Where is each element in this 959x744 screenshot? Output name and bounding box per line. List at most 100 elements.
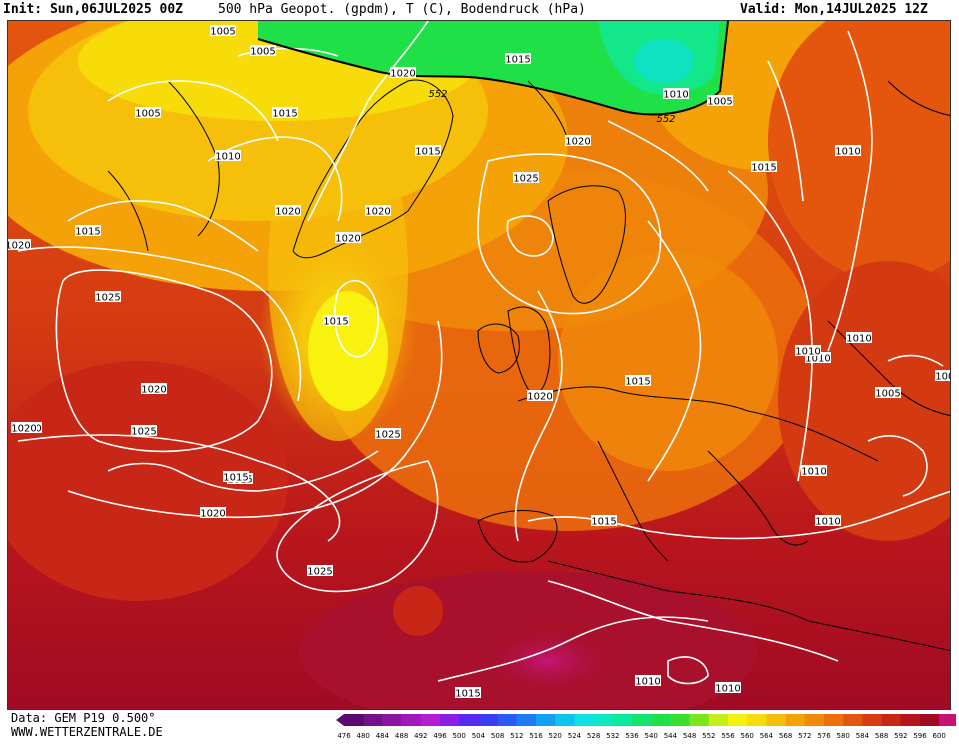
isobar-label: 1020 [527,390,553,403]
colorbar-swatch [420,714,441,726]
colorbar-tick-label: 536 [625,732,639,740]
colorbar-tick-label: 492 [414,732,427,740]
colorbar-tick-label: 600 [933,732,946,740]
isobar-label-text: 1020 [365,207,390,218]
isobar-label-text: 1010 [835,147,860,158]
colorbar-tick-label: 488 [395,732,408,740]
map-canvas: 1005 1005 1005 1010 1015 1020 1015 1015 1020 1010… [8,21,951,709]
isobar-label: 1010 [801,465,827,478]
isobar-label: 1015 [223,471,249,484]
isobar-label: 1005 [210,25,236,38]
isobar-label: 1020 [365,205,391,218]
isobar-label-text: 1010 [805,354,830,365]
isobar-label-text: 1020 [527,392,552,403]
colorbar-tick-label: 576 [817,732,831,740]
isobar-label-text: 1010 [801,467,826,478]
colorbar-tick-label: 584 [856,732,870,740]
map-footer: Data: GEM P19 0.500° WWW.WETTERZENTRALE.… [0,710,959,741]
colorbar-tick-label: 556 [721,732,735,740]
isobar-label: 1015 [751,161,777,174]
colorbar-swatch [843,714,863,726]
isobar-label-text: 1015 [323,317,348,328]
colorbar-tick-label: 552 [702,732,715,740]
isobar-label-layer: 1005 1005 1005 1010 1015 1020 1015 1015 1020 1010… [8,25,951,700]
isobar-label: 1015 [75,225,101,238]
isobar-label: 1020 [335,232,361,245]
colorbar-swatch [612,714,633,726]
colorbar-swatch [728,714,748,726]
colorbar-swatch [689,714,710,726]
colorbar-swatch [747,714,767,726]
map-header: Init: Sun,06JUL2025 00Z 500 hPa Geopot. … [0,0,959,20]
colorbar-tick-label: 548 [683,732,696,740]
colorbar-tick-label: 496 [433,732,447,740]
isobar-label-text: 1010 [715,684,740,695]
isobar-label: 1005 [875,387,901,400]
colorbar-swatch [401,714,422,726]
isobar-label: 1020 [200,507,226,520]
colorbar-swatch [478,714,498,726]
colorbar-tick-label: 516 [529,732,543,740]
isobar-label: 1010 [215,150,241,163]
colorbar-swatch [881,714,902,726]
colorbar-tick-label: 528 [587,732,600,740]
isobar-label-text: 1005 [210,27,235,38]
colorbar-tick-label: 520 [549,732,562,740]
isobar-label-text: 1010 [815,517,840,528]
colorbar-tick-label: 476 [337,732,351,740]
colorbar-tick-label: 512 [510,732,523,740]
isobar-label: 1010 [715,682,741,695]
isobar-label-text: 1015 [415,147,440,158]
colorbar-tick-label: 484 [376,732,390,740]
isobar-label-text: 1005 [250,47,275,58]
isobar-label-text: 1025 [375,430,400,441]
isobar-label-text: 1020 [335,234,360,245]
colorbar-swatch [574,714,594,726]
colorbar: 476 480 484 488 492 496 500 504 508 512 516 520 524 5… [336,714,959,744]
colorbar-tick-label: 580 [837,732,850,740]
colorbar-tick-label: 532 [606,732,619,740]
colorbar-swatch [536,714,556,726]
isobar-label-text: 1020 [390,69,415,80]
isobar-label: 1015 [505,53,531,66]
isobar-label: 1005 [707,95,733,108]
isobar-label: 1010 [635,675,661,688]
isobar-label: 1010 [846,332,872,345]
isobar-label-text: 1010 [215,152,240,163]
isobar-label: 1015 [455,687,481,700]
valid-time: Valid: Mon,14JUL2025 12Z [740,2,928,17]
isobar-label-text: 1005 [875,389,900,400]
isobar-label-text: 1015 [455,689,480,700]
isobar-label: 1005 [935,370,951,383]
geopot-label: 552 [428,89,447,100]
colorbar-left-arrow [336,714,344,726]
isobar-label-text: 1020 [8,241,31,252]
colorbar-tick-label: 540 [645,732,658,740]
colorbar-tick-label: 524 [568,732,582,740]
isobar-label: 1025 [131,425,157,438]
isobar-label-text: 1015 [591,517,616,528]
colorbar-svg: 476 480 484 488 492 496 500 504 508 512 516 520 524 5… [336,714,959,740]
isobar-label-text: 1025 [95,293,120,304]
colorbar-tick-label: 564 [760,732,774,740]
colorbar-swatch [459,714,479,726]
isobar-label: 1015 [272,107,298,120]
isobar-label: 1015 [591,515,617,528]
colorbar-tick-label: 588 [875,732,888,740]
colorbar-tick-label: 568 [779,732,792,740]
site-url: WWW.WETTERZENTRALE.DE [11,725,163,739]
colorbar-swatch [939,714,959,726]
isobar-label: 1010 [795,345,821,358]
colorbar-swatch [382,714,402,726]
isobar-label: 1020 [275,205,301,218]
colorbar-swatch [862,714,882,726]
map-title: 500 hPa Geopot. (gpdm), T (C), Bodendruc… [218,2,586,17]
colorbar-swatch [497,714,518,726]
isobar-label-text: 1005 [935,372,951,383]
init-time: Init: Sun,06JUL2025 00Z [3,2,184,17]
isobar-label: 1025 [95,291,121,304]
colorbar-tick-label: 508 [491,732,504,740]
shading-layer [8,21,950,709]
colorbar-swatch [920,714,940,726]
isobar-label-text: 1025 [307,567,332,578]
